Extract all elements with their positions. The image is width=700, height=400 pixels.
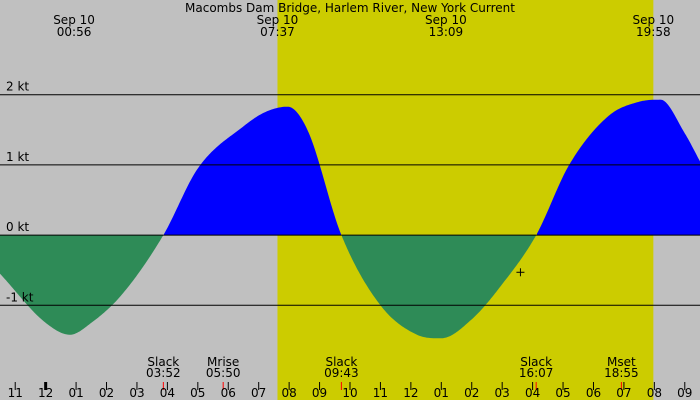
x-tick-label: 01 [68, 386, 83, 400]
event-time: 09:43 [324, 366, 359, 380]
x-tick-label: 02 [464, 386, 479, 400]
x-tick-label: 08 [647, 386, 662, 400]
flood-area-3 [537, 99, 700, 236]
x-tick-label: 12 [403, 386, 418, 400]
annotation-time: 13:09 [429, 25, 464, 39]
x-tick-label: 11 [373, 386, 388, 400]
event-label: Slack [520, 355, 552, 369]
event-time: 18:55 [604, 366, 639, 380]
annotation-time: 19:58 [636, 25, 671, 39]
y-tick-label: 1 kt [6, 150, 29, 164]
x-tick-label: 03 [129, 386, 144, 400]
x-tick-label: 10 [342, 386, 357, 400]
current-time-marker [516, 268, 525, 277]
x-tick-label: 05 [190, 386, 205, 400]
current-areas [0, 99, 700, 339]
y-tick-label: -1 kt [6, 290, 34, 304]
y-tick-labels: 2 kt 1 kt 0 kt -1 kt [6, 80, 34, 305]
x-tick-label: 11 [8, 386, 23, 400]
x-tick-label: 09 [312, 386, 327, 400]
x-tick-label: 07 [616, 386, 631, 400]
event-label: Slack [147, 355, 179, 369]
x-tick-label: 06 [586, 386, 601, 400]
x-tick-label: 04 [525, 386, 540, 400]
x-tick-label: 07 [251, 386, 266, 400]
annotation-date: Sep 10 [425, 13, 467, 27]
event-time: 03:52 [146, 366, 181, 380]
y-gridlines [0, 94, 700, 306]
event-time: 05:50 [206, 366, 241, 380]
annotation-date: Sep 10 [257, 13, 299, 27]
annotation-time: 00:56 [57, 25, 92, 39]
x-tick-label: 03 [495, 386, 510, 400]
event-label: Slack [325, 355, 357, 369]
ebb-area-2 [342, 235, 536, 339]
bottom-events: Slack03:52Mrise05:50Slack09:43Slack16:07… [146, 355, 639, 390]
x-tick-label: 02 [99, 386, 114, 400]
x-tick-label: 04 [160, 386, 175, 400]
ebb-area-0 [0, 235, 163, 335]
y-tick-label: 2 kt [6, 80, 29, 94]
event-label: Mrise [207, 355, 239, 369]
annotation-date: Sep 10 [632, 13, 674, 27]
flood-area-1 [164, 106, 341, 236]
event-label: Mset [607, 355, 636, 369]
chart-title: Macombs Dam Bridge, Harlem River, New Yo… [185, 1, 515, 15]
y-tick-label: 0 kt [6, 220, 29, 234]
annotation-date: Sep 10 [53, 13, 95, 27]
x-tick-label: 12 [38, 386, 53, 400]
x-tick-label: 06 [221, 386, 236, 400]
x-axis: 11 12 01 02 03 04 05 06 07 08 09 10 11 12 01 02 03 04 05 06… [8, 382, 692, 400]
x-tick-label: 09 [677, 386, 692, 400]
annotation-time: 07:37 [260, 25, 295, 39]
x-tick-label: 05 [555, 386, 570, 400]
x-tick-label: 01 [434, 386, 449, 400]
x-tick-label: 08 [281, 386, 296, 400]
event-time: 16:07 [519, 366, 554, 380]
